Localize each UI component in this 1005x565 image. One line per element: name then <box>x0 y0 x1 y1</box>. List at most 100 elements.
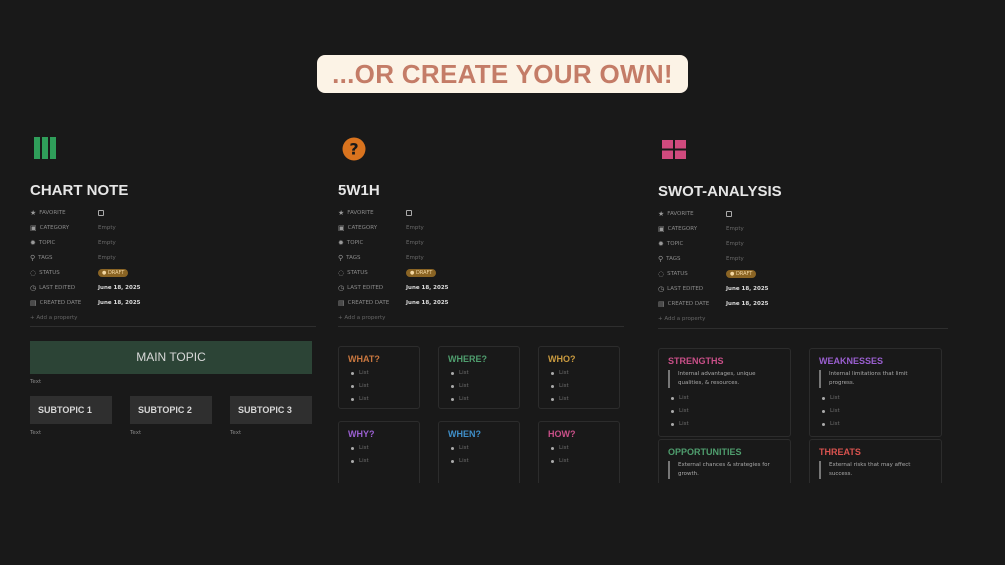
property-row[interactable]: ◌ STATUS ● DRAFT <box>338 265 624 280</box>
property-row[interactable]: ⚲ TAGS Empty <box>338 250 624 265</box>
card-threats[interactable]: THREATS External risks that may affect su… <box>809 439 942 483</box>
card-what[interactable]: WHAT? List List List <box>338 346 420 409</box>
property-row[interactable]: ✹ TOPIC Empty <box>338 235 624 250</box>
property-row[interactable]: ▣ CATEGORY Empty <box>338 220 624 235</box>
property-name: TOPIC <box>666 240 684 247</box>
list-item[interactable]: List <box>448 367 510 380</box>
property-value[interactable]: Empty <box>406 254 424 261</box>
card-title: WHY? <box>348 429 375 439</box>
property-row[interactable]: ★ FAVORITE <box>658 206 948 221</box>
subtopic-block[interactable]: SUBTOPIC 1 <box>30 396 112 424</box>
list-item[interactable]: List <box>348 455 410 468</box>
list-item[interactable]: List <box>819 392 932 405</box>
property-value[interactable]: Empty <box>406 224 424 231</box>
card-opportunities[interactable]: OPPORTUNITIES External chances & strategi… <box>658 439 791 483</box>
favorite-checkbox[interactable] <box>98 209 104 216</box>
property-value[interactable]: June 18, 2025 <box>98 299 141 306</box>
add-property-button[interactable]: + Add a property <box>658 315 706 322</box>
property-row[interactable]: ◷ LAST EDITED June 18, 2025 <box>658 281 948 296</box>
property-row[interactable]: ◌ STATUS ● DRAFT <box>658 266 948 281</box>
text-block[interactable]: Text <box>30 430 42 436</box>
property-value[interactable]: Empty <box>98 254 116 261</box>
property-value[interactable]: Empty <box>726 255 744 262</box>
card-when[interactable]: WHEN? List List <box>438 421 520 483</box>
property-value[interactable]: Empty <box>726 240 744 247</box>
text-block[interactable]: Text <box>130 430 142 436</box>
list-item[interactable]: List <box>548 380 610 393</box>
card-where[interactable]: WHERE? List List List <box>438 346 520 409</box>
list-item[interactable]: List <box>448 442 510 455</box>
property-row[interactable]: ▤ CREATED DATE June 18, 2025 <box>30 295 316 310</box>
property-row[interactable]: ★ FAVORITE <box>30 205 316 220</box>
property-value[interactable]: June 18, 2025 <box>726 300 769 307</box>
list-item[interactable]: List <box>448 380 510 393</box>
list-item[interactable]: List <box>548 455 610 468</box>
property-row[interactable]: ▣ CATEGORY Empty <box>658 221 948 236</box>
list-item[interactable]: List <box>348 367 410 380</box>
property-name: CATEGORY <box>39 224 70 231</box>
add-property-button[interactable]: + Add a property <box>338 314 386 321</box>
property-row[interactable]: ✹ TOPIC Empty <box>30 235 316 250</box>
favorite-checkbox[interactable] <box>726 210 732 217</box>
property-label: ▤ CREATED DATE <box>338 299 406 307</box>
property-row[interactable]: ◷ LAST EDITED June 18, 2025 <box>30 280 316 295</box>
list-item[interactable]: List <box>668 405 781 418</box>
property-name: TAGS <box>666 255 681 262</box>
property-name: FAVORITE <box>347 209 374 216</box>
property-row[interactable]: ▣ CATEGORY Empty <box>30 220 316 235</box>
list-item[interactable]: List <box>668 392 781 405</box>
property-row[interactable]: ◷ LAST EDITED June 18, 2025 <box>338 280 624 295</box>
list-item[interactable]: List <box>348 380 410 393</box>
property-row[interactable]: ⚲ TAGS Empty <box>658 251 948 266</box>
card-why[interactable]: WHY? List List <box>338 421 420 483</box>
add-property-button[interactable]: + Add a property <box>30 314 78 321</box>
list-item[interactable]: List <box>348 442 410 455</box>
status-badge[interactable]: ● DRAFT <box>726 269 757 278</box>
list-item[interactable]: List <box>548 393 610 406</box>
property-row[interactable]: ⚲ TAGS Empty <box>30 250 316 265</box>
main-topic-block[interactable]: MAIN TOPIC <box>30 341 312 374</box>
property-value[interactable]: June 18, 2025 <box>726 285 769 292</box>
property-row[interactable]: ◌ STATUS ● DRAFT <box>30 265 316 280</box>
list-item[interactable]: List <box>448 393 510 406</box>
property-value[interactable]: Empty <box>98 224 116 231</box>
property-value[interactable]: Empty <box>98 239 116 246</box>
property-value[interactable]: June 18, 2025 <box>98 284 141 291</box>
favorite-checkbox[interactable] <box>406 209 412 216</box>
card-title: STRENGTHS <box>668 356 724 366</box>
list-item[interactable]: List <box>819 418 932 431</box>
property-value[interactable]: Empty <box>726 225 744 232</box>
card-who[interactable]: WHO? List List List <box>538 346 620 409</box>
list-item[interactable]: List <box>548 442 610 455</box>
property-name: LAST EDITED <box>39 284 76 291</box>
calendar-icon: ▤ <box>338 298 345 307</box>
property-value[interactable]: Empty <box>406 239 424 246</box>
property-row[interactable]: ▤ CREATED DATE June 18, 2025 <box>658 296 948 311</box>
card-title: OPPORTUNITIES <box>668 447 742 457</box>
card-title: WHEN? <box>448 429 481 439</box>
property-row[interactable]: ▤ CREATED DATE June 18, 2025 <box>338 295 624 310</box>
card-description: Internal limitations that limit progress… <box>819 370 932 388</box>
list-item[interactable]: List <box>819 405 932 418</box>
card-how[interactable]: HOW? List List <box>538 421 620 483</box>
property-value[interactable]: June 18, 2025 <box>406 299 449 306</box>
card-title: THREATS <box>819 447 861 457</box>
property-value[interactable]: June 18, 2025 <box>406 284 449 291</box>
list-item[interactable]: List <box>448 455 510 468</box>
text-block[interactable]: Text <box>230 430 242 436</box>
clock-icon: ◷ <box>658 284 665 293</box>
text-block[interactable]: Text <box>30 379 42 385</box>
card-strengths[interactable]: STRENGTHS Internal advantages, unique qua… <box>658 348 791 437</box>
subtopic-block[interactable]: SUBTOPIC 2 <box>130 396 212 424</box>
list-item[interactable]: List <box>668 418 781 431</box>
property-row[interactable]: ✹ TOPIC Empty <box>658 236 948 251</box>
status-badge[interactable]: ● DRAFT <box>406 268 437 277</box>
card-weaknesses[interactable]: WEAKNESSES Internal limitations that limi… <box>809 348 942 437</box>
status-badge[interactable]: ● DRAFT <box>98 268 129 277</box>
subtopic-block[interactable]: SUBTOPIC 3 <box>230 396 312 424</box>
property-row[interactable]: ★ FAVORITE <box>338 205 624 220</box>
list-item[interactable]: List <box>348 393 410 406</box>
list-item[interactable]: List <box>548 367 610 380</box>
status-icon: ◌ <box>658 269 665 278</box>
card-description: External risks that may affect success. <box>819 461 932 479</box>
